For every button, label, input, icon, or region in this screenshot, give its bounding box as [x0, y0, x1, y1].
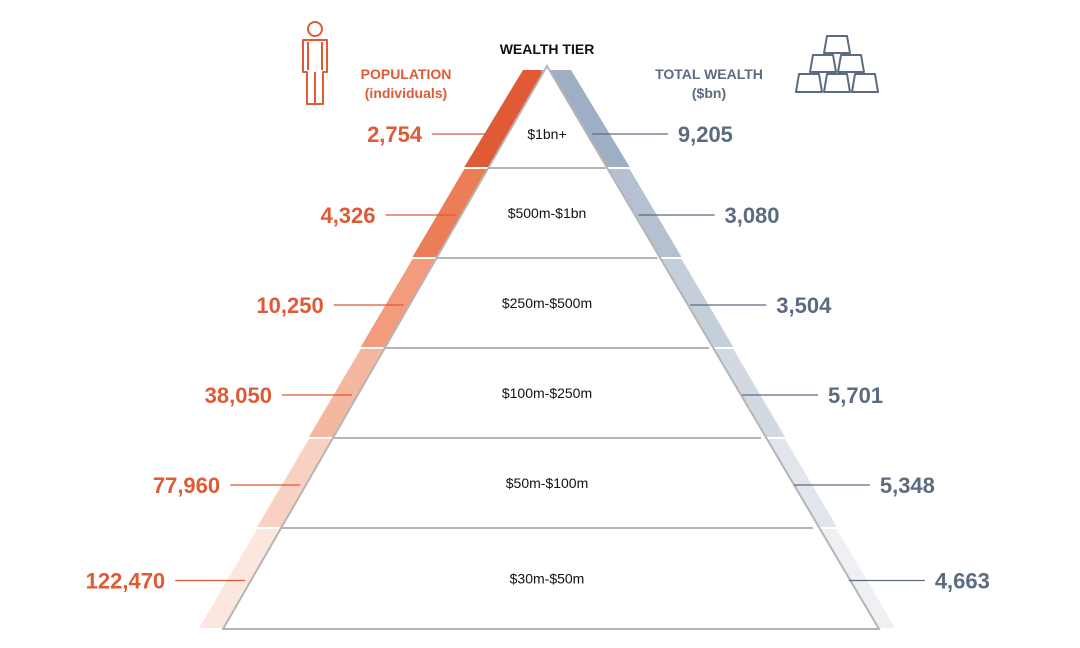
wealth-values: 9,205 3,080 3,504 5,701 5,348 4,663 [678, 122, 990, 594]
population-value: 10,250 [256, 293, 323, 318]
tier-label: $250m-$500m [502, 295, 592, 311]
population-value: 2,754 [367, 122, 423, 147]
leader-lines [175, 133, 925, 582]
population-value: 38,050 [205, 383, 272, 408]
wealth-value: 9,205 [678, 122, 733, 147]
tier-label: $100m-$250m [502, 385, 592, 401]
tier-label: $500m-$1bn [508, 205, 587, 221]
population-values: 2,754 4,326 10,250 38,050 77,960 122,470 [86, 122, 423, 594]
wealth-value: 3,504 [776, 293, 832, 318]
wealth-value: 3,080 [724, 203, 779, 228]
wealth-tier-heading: WEALTH TIER [500, 41, 595, 57]
tier-dividers [281, 167, 813, 529]
tier-label: $1bn+ [527, 126, 566, 142]
population-value: 4,326 [320, 203, 375, 228]
tier-label: $30m-$50m [510, 571, 585, 587]
population-heading: POPULATION [361, 66, 452, 82]
population-value: 77,960 [153, 473, 220, 498]
population-value: 122,470 [86, 569, 166, 594]
person-icon [302, 21, 328, 105]
wealth-value: 4,663 [935, 569, 990, 594]
gold-bars-icon [795, 35, 879, 93]
population-subheading: (individuals) [365, 85, 447, 101]
wealth-heading: TOTAL WEALTH [655, 66, 763, 82]
wealth-value: 5,348 [880, 473, 935, 498]
tier-label: $50m-$100m [506, 475, 589, 491]
wealth-subheading: ($bn) [692, 85, 726, 101]
wealth-value: 5,701 [828, 383, 883, 408]
tier-labels: $1bn+ $500m-$1bn $250m-$500m $100m-$250m $50… [502, 126, 592, 587]
